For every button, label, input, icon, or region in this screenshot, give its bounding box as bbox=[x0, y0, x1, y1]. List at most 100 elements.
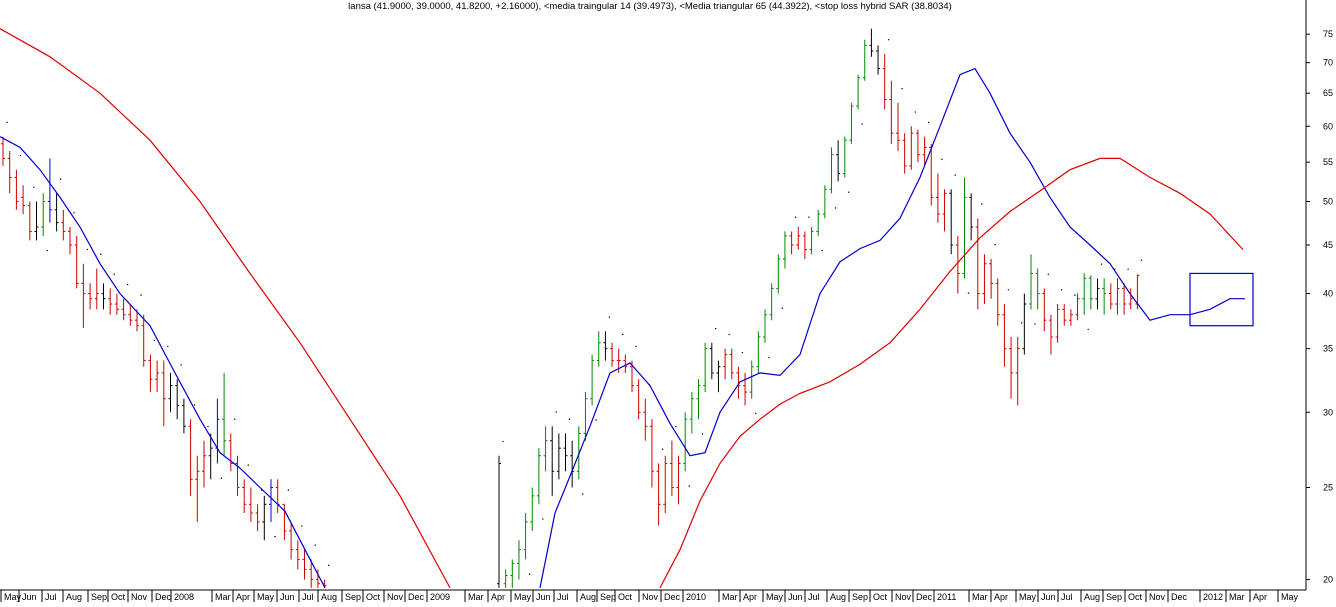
x-tick-label: Nov bbox=[642, 592, 659, 602]
sar-dot bbox=[941, 158, 943, 161]
ohlc-bar-2007-4 bbox=[27, 201, 32, 241]
sar-dot bbox=[661, 448, 664, 450]
x-tick-label: Dec bbox=[1171, 592, 1188, 602]
sar-dot bbox=[781, 307, 783, 309]
ohlc-bar-2009-38 bbox=[749, 360, 754, 399]
sar-dot bbox=[86, 248, 89, 251]
ohlc-bar-2009-56 bbox=[869, 28, 874, 57]
y-tick-label: 20 bbox=[1323, 575, 1333, 585]
x-tick-label: May bbox=[1019, 592, 1037, 602]
x-tick-label: Jul bbox=[45, 592, 57, 602]
ohlc-bar-2009-79 bbox=[1022, 293, 1027, 355]
sar-dot bbox=[140, 294, 142, 296]
sar-dot bbox=[715, 327, 717, 330]
ohlc-bar-2007-22 bbox=[148, 354, 153, 393]
indicator-lines bbox=[0, 28, 1245, 589]
sar-dot bbox=[100, 253, 102, 256]
highlight-box bbox=[1189, 272, 1254, 327]
indicator-line-0 bbox=[539, 67, 1245, 589]
sar-dot bbox=[994, 244, 996, 246]
ohlc-bar-2009-86 bbox=[1068, 309, 1073, 326]
ohlc-bar-2009-5 bbox=[530, 487, 535, 531]
ohlc-bar-2007-11 bbox=[74, 235, 79, 289]
x-tick-label: Apr bbox=[743, 592, 757, 602]
ohlc-bar-2007-40 bbox=[269, 479, 273, 522]
x-tick-label: Mar bbox=[1229, 592, 1245, 602]
x-tick-label: Oct bbox=[873, 592, 888, 602]
indicator-line-1 bbox=[0, 28, 451, 589]
ohlc-bar-2009-14 bbox=[590, 354, 595, 406]
sar-dot bbox=[794, 216, 797, 218]
sar-dot bbox=[1021, 322, 1023, 324]
ohlc-bar-2007-15 bbox=[101, 283, 106, 310]
ohlc-bar-2007-45 bbox=[302, 549, 307, 580]
ohlc-bar-2009-35 bbox=[729, 348, 734, 380]
ohlc-bar-2009-76 bbox=[1002, 304, 1007, 367]
ohlc-bar-2009-0 bbox=[497, 455, 501, 588]
x-tick-label: Jul bbox=[808, 592, 820, 602]
chart-title: lansa (41.9000, 39.0000, 41.8200, +2.160… bbox=[348, 1, 952, 12]
ohlc-bar-2007-31 bbox=[208, 433, 213, 480]
y-tick-label: 25 bbox=[1323, 482, 1333, 492]
ohlc-bar-2007-30 bbox=[202, 440, 206, 488]
sar-dot bbox=[688, 485, 690, 487]
y-tick-label: 30 bbox=[1323, 407, 1333, 417]
ohlc-bar-2009-25 bbox=[663, 455, 668, 514]
ohlc-bar-2009-26 bbox=[669, 440, 674, 496]
sar-dot bbox=[901, 87, 903, 90]
x-tick-label: Sep bbox=[600, 592, 616, 602]
ohlc-bar-2009-78 bbox=[1015, 337, 1020, 406]
sar-dot bbox=[167, 345, 169, 348]
sar-dot bbox=[1034, 323, 1036, 325]
sar-dot bbox=[967, 292, 970, 294]
ohlc-bar-2009-28 bbox=[683, 412, 688, 472]
ohlc-bar-2007-2 bbox=[14, 169, 19, 210]
indicator-line-1 bbox=[659, 157, 1244, 589]
ohlc-bar-2009-59 bbox=[889, 80, 894, 144]
ohlc-bar-2009-80 bbox=[1029, 254, 1033, 310]
x-axis: May Jun Jul Aug Sep Oct Nov Dec 2008 Mar Apr May Jun… bbox=[0, 589, 1306, 602]
sar-dot bbox=[180, 364, 182, 366]
ohlc-bar-2009-65 bbox=[929, 143, 934, 206]
ohlc-bar-2009-36 bbox=[736, 366, 741, 399]
ohlc-bar-2007-6 bbox=[41, 193, 46, 236]
x-tick-label: 2011 bbox=[937, 592, 956, 602]
ohlc-bar-2009-8 bbox=[550, 426, 555, 496]
sar-dot bbox=[1127, 268, 1129, 270]
ohlc-bar-2007-44 bbox=[295, 540, 300, 570]
ohlc-bar-2009-32 bbox=[709, 342, 714, 380]
ohlc-bar-2009-48 bbox=[816, 209, 821, 236]
ohlc-bars bbox=[1, 28, 1140, 588]
ohlc-bar-2009-67 bbox=[942, 189, 947, 232]
x-tick-label: May bbox=[257, 592, 275, 602]
x-tick-label: Mar bbox=[215, 592, 231, 602]
x-tick-label: 2010 bbox=[686, 592, 706, 602]
ohlc-bar-2009-46 bbox=[802, 231, 807, 259]
ohlc-bar-2009-2 bbox=[510, 559, 515, 588]
ohlc-bar-2009-91 bbox=[1102, 278, 1107, 315]
sar-dot bbox=[1087, 328, 1089, 331]
ohlc-bar-2009-64 bbox=[922, 136, 927, 166]
sar-dot bbox=[113, 273, 115, 275]
ohlc-bar-2009-17 bbox=[610, 342, 615, 367]
ohlc-bar-2007-7 bbox=[47, 158, 52, 223]
ohlc-bar-2009-37 bbox=[743, 372, 748, 406]
x-tick-label: Aug bbox=[321, 592, 337, 602]
ohlc-bar-2009-15 bbox=[596, 331, 601, 367]
sar-dots bbox=[6, 39, 1143, 575]
sar-dot bbox=[260, 489, 263, 491]
ohlc-bar-2007-33 bbox=[222, 372, 227, 456]
ohlc-bar-2009-45 bbox=[796, 227, 801, 250]
sar-dot bbox=[954, 174, 956, 176]
sar-dot bbox=[635, 345, 637, 348]
x-tick-label: May bbox=[514, 592, 532, 602]
ohlc-bar-2009-90 bbox=[1095, 278, 1100, 310]
ohlc-bar-2007-9 bbox=[61, 209, 66, 241]
sar-dot bbox=[314, 544, 316, 546]
ohlc-bar-2007-10 bbox=[68, 227, 72, 255]
ohlc-bar-2009-41 bbox=[769, 283, 774, 321]
ohlc-bar-2009-60 bbox=[896, 102, 900, 152]
x-tick-label: Jul bbox=[557, 592, 569, 602]
sar-dot bbox=[1114, 268, 1116, 270]
